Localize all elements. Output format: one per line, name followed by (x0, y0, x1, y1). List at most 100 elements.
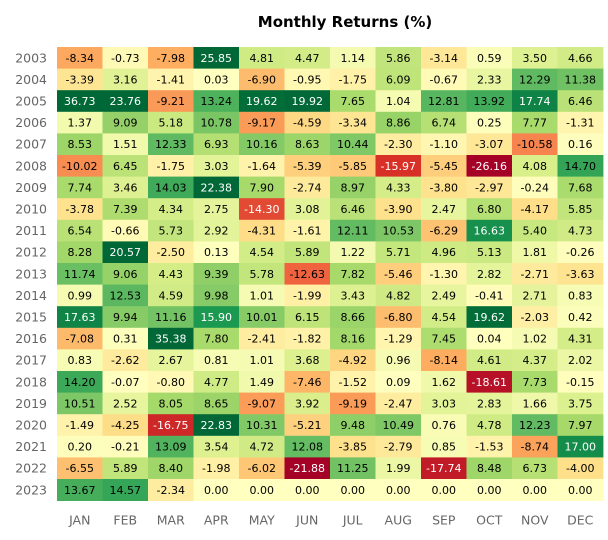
heatmap-cell (557, 219, 604, 242)
cell-value-label: 2.92 (204, 225, 229, 238)
heatmap-cell (284, 198, 331, 221)
heatmap-cell (557, 306, 604, 329)
heatmap-cell (512, 198, 558, 221)
cell-value-label: 0.00 (432, 484, 457, 497)
cell-value-label: 6.09 (386, 73, 411, 86)
cell-value-label: 14.70 (565, 160, 597, 173)
heatmap-cells: -8.34 -0.73 -7.98 25.85 4.81 4.47 1.14 5.86 -3.1… (57, 47, 604, 501)
heatmap-cell (239, 133, 285, 156)
y-tick-label: 2006 (15, 115, 47, 130)
heatmap-cell (466, 47, 513, 69)
cell-value-label: 19.62 (246, 95, 278, 108)
cell-value-label: 15.90 (201, 311, 233, 324)
heatmap-cell (421, 414, 467, 437)
heatmap-cell (466, 414, 513, 437)
cell-value-label: 2.82 (477, 268, 502, 281)
cell-value-label: 0.81 (204, 354, 229, 367)
cell-value-label: 1.01 (250, 354, 275, 367)
cell-value-label: -16.75 (153, 419, 188, 432)
cell-value-label: 16.63 (474, 225, 506, 238)
heatmap-cell (330, 457, 376, 480)
heatmap-cell (557, 435, 604, 458)
heatmap-cell (193, 263, 240, 285)
heatmap-cell (148, 68, 194, 91)
heatmap-cell (102, 133, 149, 156)
cell-value-label: 7.65 (341, 95, 366, 108)
heatmap-cell (421, 155, 467, 177)
cell-value-label: 5.78 (250, 268, 275, 281)
heatmap-cell (239, 263, 285, 285)
cell-value-label: 7.82 (341, 268, 366, 281)
cell-value-label: 14.03 (155, 181, 187, 194)
heatmap-cell (421, 306, 467, 329)
heatmap-cell (330, 349, 376, 372)
y-tick-label: 2020 (15, 418, 47, 433)
heatmap-cell (148, 479, 194, 501)
heatmap-cell (102, 241, 149, 264)
cell-value-label: -2.34 (157, 484, 185, 497)
heatmap-cell (284, 371, 331, 393)
cell-value-label: 22.38 (201, 181, 233, 194)
heatmap-cell (330, 392, 376, 415)
cell-value-label: 22.83 (201, 419, 233, 432)
x-tick-label: JUN (295, 513, 318, 528)
cell-value-label: -7.46 (293, 376, 321, 389)
heatmap-cell (284, 327, 331, 350)
y-axis-tick-labels: 2003 2004 2005 2006 2007 2008 2009 2010 2011 2012… (15, 50, 47, 497)
cell-value-label: 0.09 (386, 376, 411, 389)
heatmap-cell (330, 155, 376, 177)
heatmap-cell (557, 392, 604, 415)
cell-value-label: 12.33 (155, 138, 187, 151)
heatmap-cell (421, 392, 467, 415)
cell-value-label: -1.49 (66, 419, 94, 432)
heatmap-cell (284, 133, 331, 156)
heatmap-cell (148, 198, 194, 221)
cell-value-label: -7.98 (157, 52, 185, 65)
heatmap-cell (102, 198, 149, 221)
cell-value-label: -1.64 (248, 160, 276, 173)
cell-value-label: 0.00 (386, 484, 411, 497)
cell-value-label: -2.03 (521, 311, 549, 324)
heatmap-cell (512, 392, 558, 415)
cell-value-label: 8.63 (295, 138, 320, 151)
heatmap-cell (512, 68, 558, 91)
heatmap-cell (330, 47, 376, 69)
heatmap-cell (421, 327, 467, 350)
heatmap-cell (466, 435, 513, 458)
y-tick-label: 2016 (15, 331, 47, 346)
heatmap-cell (330, 68, 376, 91)
heatmap-cell (512, 414, 558, 437)
heatmap-cell (421, 349, 467, 372)
cell-value-label: -4.17 (521, 203, 549, 216)
heatmap-cell (102, 371, 149, 393)
heatmap-cell (512, 284, 558, 307)
cell-value-label: 0.13 (204, 246, 229, 259)
cell-value-label: 4.54 (432, 311, 457, 324)
cell-value-label: 0.31 (113, 333, 138, 346)
heatmap-cell (193, 349, 240, 372)
cell-value-label: 0.00 (523, 484, 548, 497)
heatmap-cell (239, 90, 285, 113)
heatmap-cell (375, 111, 422, 134)
cell-value-label: -0.66 (111, 225, 139, 238)
y-tick-label: 2015 (15, 310, 47, 325)
cell-value-label: 9.06 (113, 268, 138, 281)
heatmap-cell (148, 133, 194, 156)
heatmap-cell (193, 176, 240, 199)
heatmap-cell (466, 176, 513, 199)
heatmap-cell (284, 414, 331, 437)
cell-value-label: 4.59 (159, 289, 184, 302)
heatmap-cell (375, 90, 422, 113)
heatmap-cell (512, 479, 558, 501)
cell-value-label: 13.67 (64, 484, 96, 497)
cell-value-label: -1.31 (566, 117, 594, 130)
heatmap-cell (193, 284, 240, 307)
cell-value-label: 0.96 (386, 354, 411, 367)
heatmap-cell (330, 479, 376, 501)
heatmap-cell (284, 392, 331, 415)
cell-value-label: -1.75 (339, 73, 367, 86)
cell-value-label: 0.83 (568, 289, 593, 302)
heatmap-cell (466, 111, 513, 134)
heatmap-cell (284, 47, 331, 69)
heatmap-cell (284, 284, 331, 307)
